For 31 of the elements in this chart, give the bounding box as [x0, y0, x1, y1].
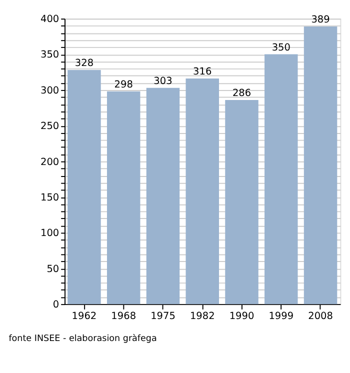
data-label: 303 — [154, 76, 172, 87]
x-tick-label: 2008 — [308, 311, 333, 322]
bar — [304, 26, 338, 304]
data-label: 350 — [272, 42, 290, 54]
data-label: 316 — [193, 66, 212, 78]
y-tick-label: 100 — [40, 228, 60, 240]
source-note: fonte INSEE - elaborasion gràfega — [8, 333, 157, 344]
x-tick-label: 1975 — [150, 311, 176, 322]
data-label: 389 — [311, 14, 330, 26]
bar — [186, 78, 219, 304]
y-tick-label: 150 — [40, 192, 60, 204]
y-tick-label: 0 — [52, 299, 60, 310]
data-label: 298 — [114, 79, 133, 90]
y-tick-label: 50 — [46, 264, 60, 275]
bar — [264, 54, 298, 304]
x-tick-label: 1982 — [190, 311, 215, 322]
y-tick-label: 250 — [40, 121, 60, 132]
y-tick-label: 200 — [40, 156, 60, 168]
x-tick-label: 1962 — [72, 311, 97, 322]
x-tick-label: 1968 — [111, 311, 136, 322]
data-label: 328 — [74, 58, 94, 70]
bar — [68, 70, 101, 304]
bar — [146, 88, 180, 304]
bar — [106, 91, 140, 304]
x-tick-label: 1990 — [229, 311, 254, 322]
y-tick-label: 400 — [40, 14, 60, 26]
bar — [225, 100, 258, 304]
x-tick-label: 1999 — [268, 311, 294, 322]
y-tick-label: 350 — [40, 50, 60, 61]
data-label: 286 — [232, 88, 252, 100]
y-tick-label: 300 — [40, 85, 60, 96]
